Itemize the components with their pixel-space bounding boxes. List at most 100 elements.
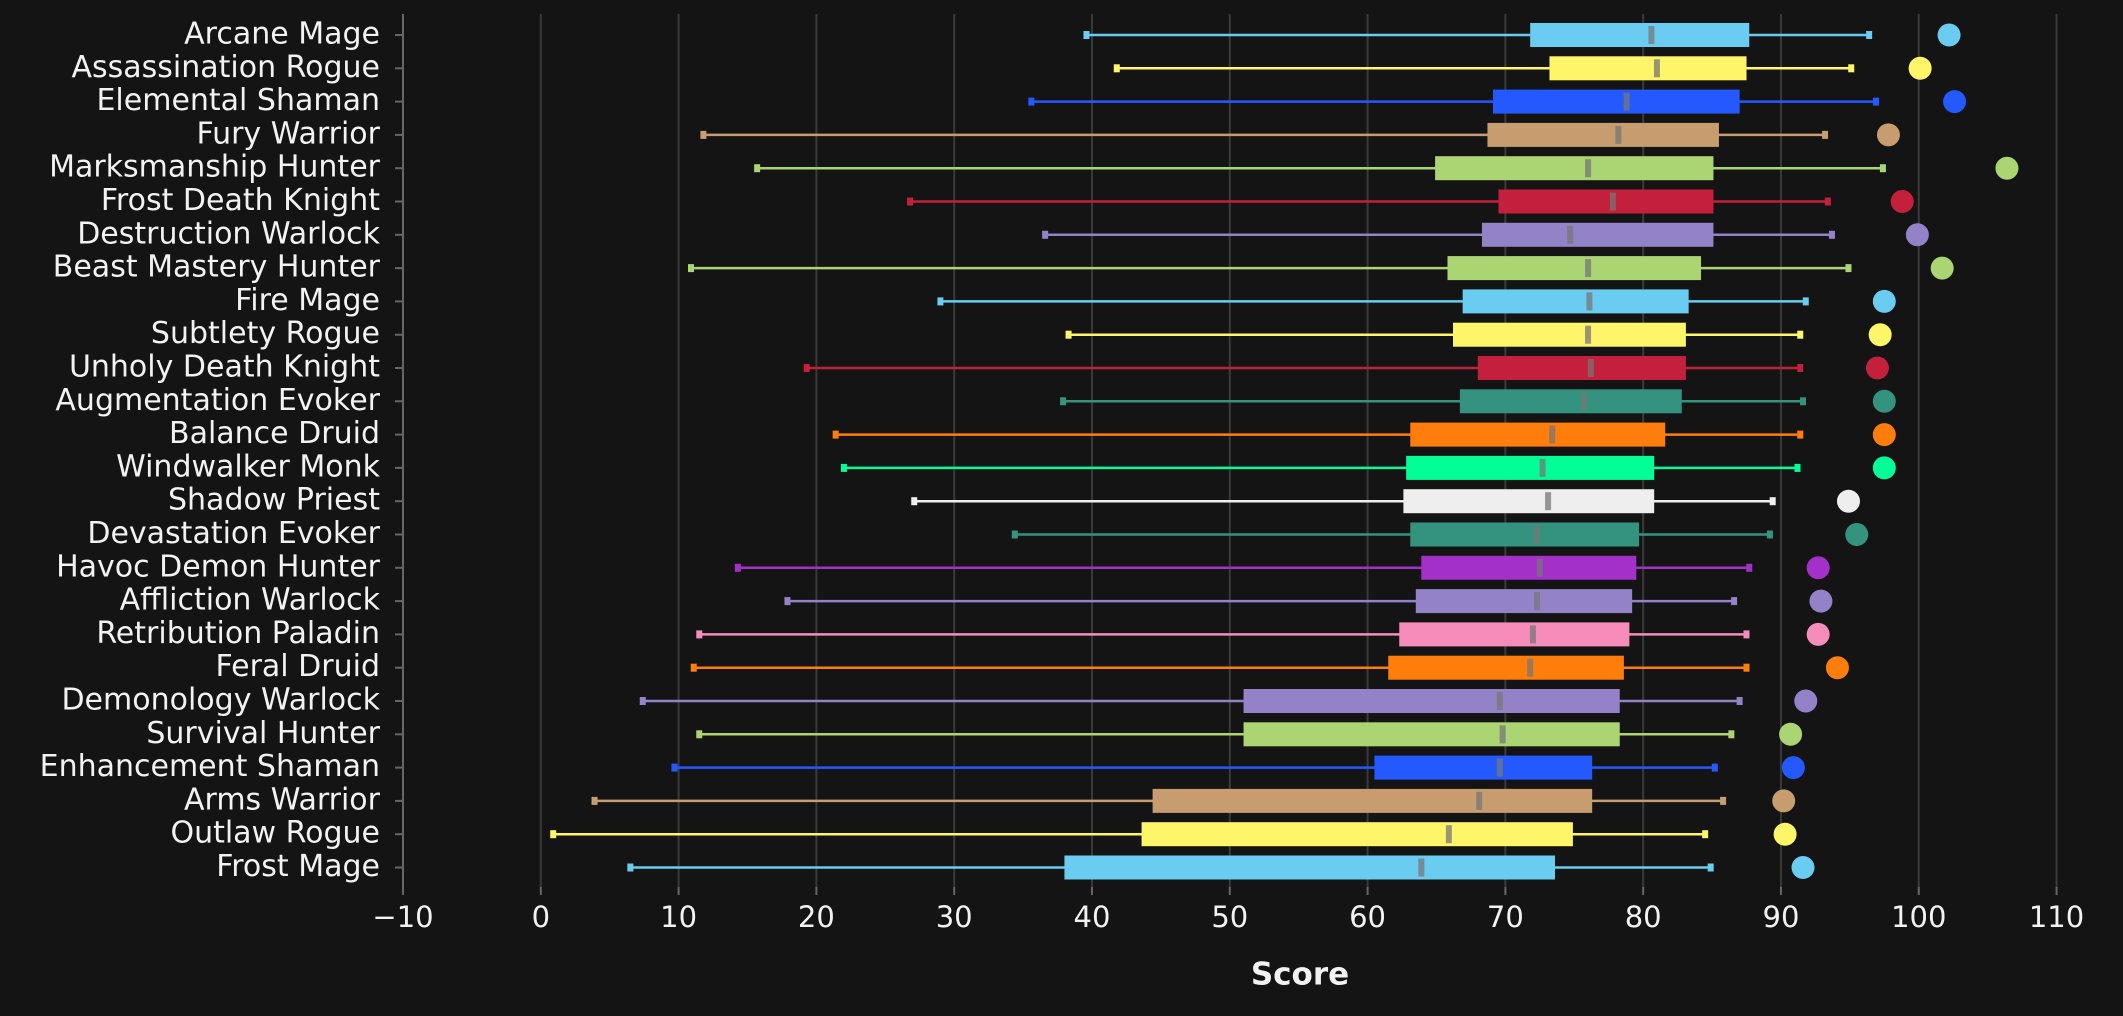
- x-tick-label: 100: [1891, 900, 1946, 934]
- box: [1453, 322, 1686, 347]
- whisker-cap: [1746, 563, 1753, 572]
- whisker-cap: [1845, 264, 1852, 273]
- whisker-cap: [1797, 330, 1804, 339]
- y-tick-label: Frost Mage: [216, 849, 380, 884]
- box: [1549, 56, 1747, 81]
- median: [1585, 259, 1592, 278]
- box: [1410, 522, 1640, 547]
- whisker-cap: [1873, 97, 1880, 106]
- whisker-cap: [591, 796, 598, 805]
- point: [1794, 689, 1818, 713]
- box: [1141, 822, 1573, 847]
- y-tick-label: Feral Druid: [216, 649, 381, 684]
- box: [1421, 555, 1637, 580]
- x-tick-label: 40: [1074, 900, 1111, 934]
- box: [1481, 222, 1714, 247]
- point: [1806, 622, 1830, 646]
- y-tick-label: Fire Mage: [235, 283, 380, 318]
- box: [1435, 156, 1714, 181]
- median: [1536, 558, 1543, 577]
- whisker-cap: [1728, 730, 1735, 739]
- whisker-cap: [754, 164, 761, 173]
- whisker-cap: [1828, 230, 1835, 239]
- whisker-cap: [1060, 397, 1067, 406]
- whisker-cap: [784, 597, 791, 606]
- box: [1447, 256, 1702, 281]
- y-tick-label: Destruction Warlock: [77, 216, 380, 251]
- whisker-cap: [840, 463, 847, 472]
- point: [1995, 156, 2019, 180]
- whisker-cap: [1802, 297, 1809, 306]
- whisker-cap: [550, 830, 557, 839]
- median: [1496, 692, 1503, 710]
- y-tick-label: Assassination Rogue: [71, 50, 380, 85]
- point: [1868, 323, 1892, 347]
- point: [1876, 123, 1900, 147]
- y-tick-label: Retribution Paladin: [96, 616, 380, 651]
- y-tick-label: Augmentation Evoker: [55, 383, 380, 418]
- point: [1865, 356, 1889, 380]
- whisker-cap: [1824, 197, 1831, 206]
- box: [1462, 289, 1689, 314]
- y-tick-label: Elemental Shaman: [96, 83, 380, 118]
- whisker-cap: [907, 197, 914, 206]
- y-tick-label: Fury Warrior: [196, 116, 380, 151]
- y-tick-label: Outlaw Rogue: [170, 816, 380, 851]
- y-tick-label: Beast Mastery Hunter: [53, 250, 381, 285]
- box: [1498, 189, 1714, 214]
- y-tick-label: Arcane Mage: [184, 17, 380, 52]
- point: [1806, 556, 1830, 580]
- box: [1492, 89, 1740, 114]
- whisker-cap: [1736, 697, 1743, 705]
- point: [1791, 856, 1815, 879]
- y-tick-label: Marksmanship Hunter: [49, 150, 381, 185]
- box: [1415, 589, 1633, 614]
- box: [1530, 23, 1750, 47]
- median: [1615, 125, 1622, 144]
- median: [1545, 492, 1552, 511]
- point: [1872, 289, 1896, 313]
- box: [1459, 389, 1682, 414]
- median: [1648, 26, 1655, 44]
- whisker-cap: [1800, 397, 1807, 406]
- median: [1653, 59, 1660, 78]
- box: [1243, 689, 1620, 713]
- point: [1845, 523, 1869, 546]
- y-tick-label: Unholy Death Knight: [69, 350, 380, 385]
- whisker-cap: [1822, 130, 1829, 139]
- median: [1623, 92, 1630, 111]
- y-tick-label: Shadow Priest: [168, 483, 380, 518]
- box: [1406, 455, 1655, 480]
- box: [1374, 755, 1593, 780]
- y-tick-label: Windwalker Monk: [116, 449, 381, 484]
- whisker-cap: [911, 497, 918, 506]
- median: [1580, 392, 1587, 411]
- point: [1872, 389, 1896, 413]
- box: [1477, 356, 1686, 380]
- median: [1496, 758, 1503, 777]
- x-tick-label: 10: [660, 900, 697, 934]
- whisker-cap: [832, 430, 839, 439]
- whisker-cap: [690, 663, 697, 672]
- box: [1064, 855, 1555, 880]
- median: [1476, 791, 1483, 810]
- whisker-cap: [1797, 364, 1804, 372]
- median: [1586, 292, 1593, 311]
- point: [1809, 589, 1833, 613]
- median: [1609, 192, 1616, 211]
- whisker-cap: [1042, 230, 1049, 239]
- y-tick-label: Affliction Warlock: [120, 583, 381, 618]
- x-tick-label: 20: [798, 900, 835, 934]
- whisker-cap: [1083, 31, 1090, 39]
- whisker-cap: [1707, 863, 1714, 872]
- y-tick-label: Survival Hunter: [146, 716, 380, 751]
- point: [1772, 789, 1796, 813]
- whisker-cap: [734, 563, 741, 572]
- point: [1930, 256, 1954, 280]
- median: [1418, 858, 1425, 877]
- median: [1534, 592, 1541, 611]
- whisker-cap: [1794, 463, 1801, 472]
- median: [1539, 458, 1546, 477]
- whisker-cap: [700, 130, 707, 139]
